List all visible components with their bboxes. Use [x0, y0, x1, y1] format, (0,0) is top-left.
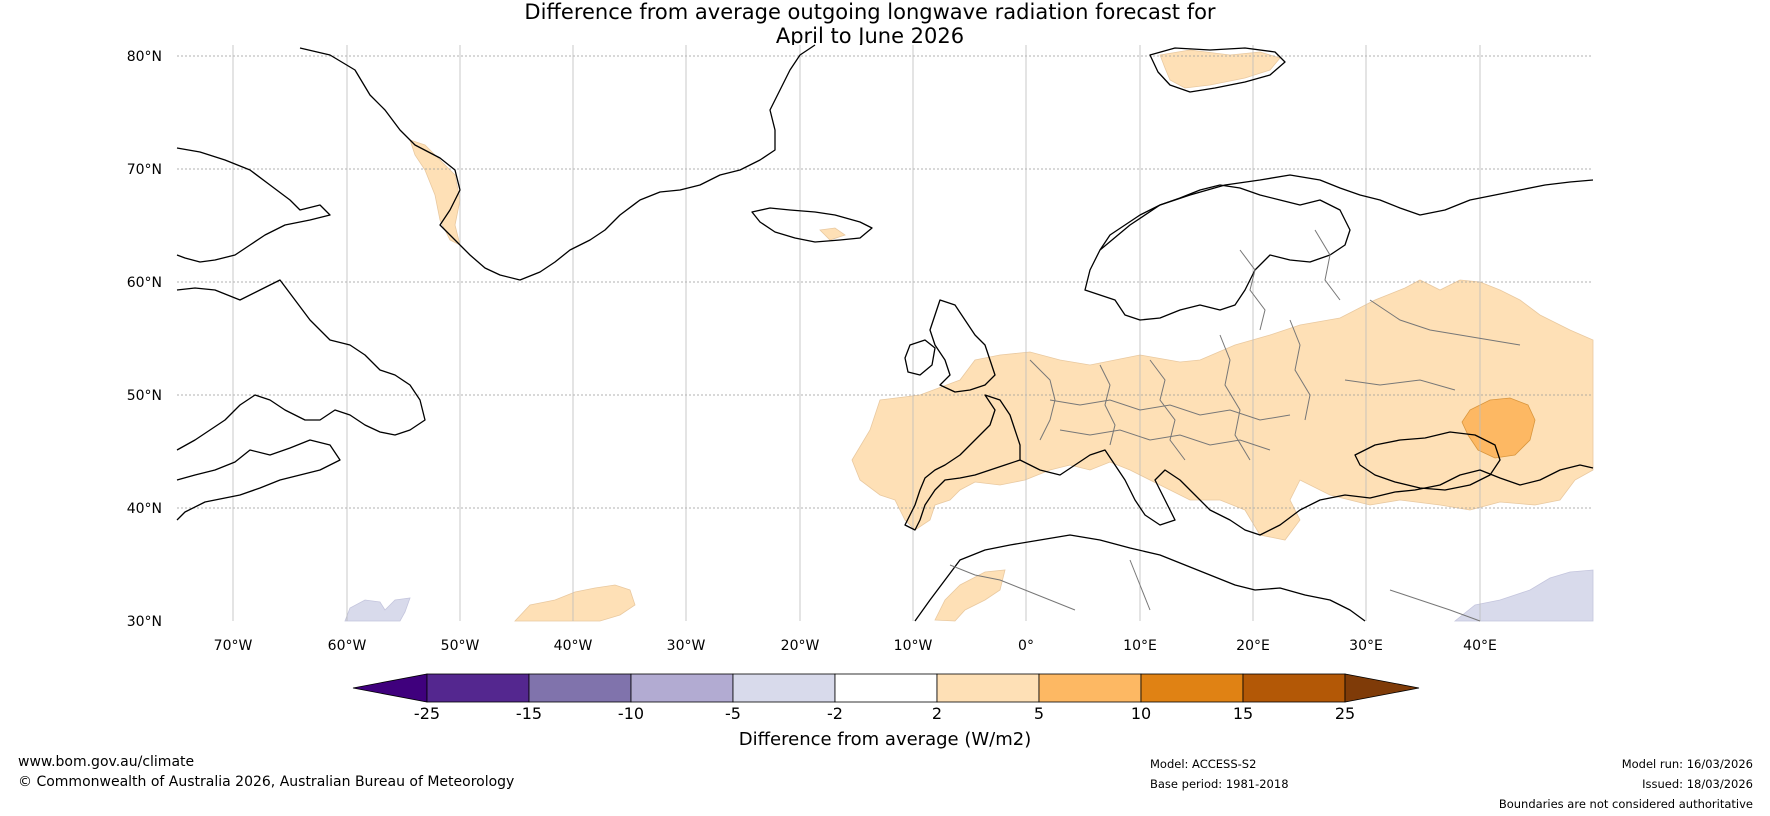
coastlines [176, 44, 1594, 622]
colorbar-ticks: -25 -15 -10 -5 -2 2 5 10 15 25 [414, 704, 1355, 723]
colorbar-tick-label: -25 [414, 704, 440, 723]
colorbar-segment [1038, 673, 1142, 703]
colorbar-tick-label: 10 [1131, 704, 1151, 723]
coast-britain [929, 299, 996, 393]
lon-label: 20°W [781, 638, 820, 654]
coast-canada-north [176, 147, 331, 263]
lat-label: 60°N [127, 275, 162, 291]
model-info: Model: ACCESS-S2 [1150, 757, 1257, 771]
lon-label: 30°W [667, 638, 706, 654]
lon-label: 10°E [1123, 638, 1157, 654]
colorbar-extend-high [1344, 673, 1420, 703]
coast-france-iberia [904, 394, 1021, 531]
colorbar-tick-label: 5 [1034, 704, 1044, 723]
coast-ireland [904, 339, 936, 376]
lon-label: 0° [1018, 638, 1034, 654]
latitude-labels: 80°N 70°N 60°N 50°N 40°N 30°N [127, 49, 162, 630]
lat-label: 30°N [127, 614, 162, 630]
lon-label: 50°W [441, 638, 480, 654]
colorbar-tick-label: 25 [1335, 704, 1355, 723]
colorbar-tick-label: -5 [725, 704, 741, 723]
gridlines [177, 45, 1593, 621]
website: www.bom.gov.au/climate [18, 754, 195, 770]
anomaly-cool-west-atlantic [344, 597, 411, 622]
colorbar-segment [528, 673, 632, 703]
anomaly-svalbard [1159, 49, 1281, 89]
lon-label: 30°E [1349, 638, 1383, 654]
colorbar [352, 673, 1420, 703]
coast-norway-north [1099, 174, 1594, 251]
coast-north-africa [914, 534, 1366, 622]
colorbar-segment [1242, 673, 1346, 703]
longitude-labels: 70°W 60°W 50°W 40°W 30°W 20°W 10°W 0° 10… [214, 638, 1497, 654]
lon-label: 40°W [554, 638, 593, 654]
title-line-2: April to June 2026 [775, 24, 965, 48]
lon-label: 10°W [894, 638, 933, 654]
colorbar-segment [936, 673, 1040, 703]
coast-svalbard [1149, 47, 1286, 93]
issued-date: Issued: 18/03/2026 [1642, 777, 1753, 791]
colorbar-label: Difference from average (W/m2) [739, 729, 1031, 750]
lon-label: 70°W [214, 638, 253, 654]
colorbar-tick-label: -2 [827, 704, 843, 723]
coast-labrador [176, 279, 426, 451]
colorbar-segment [834, 673, 938, 703]
model-run: Model run: 16/03/2026 [1621, 757, 1753, 771]
colorbar-tick-label: 2 [932, 704, 942, 723]
coast-black-sea [1354, 431, 1501, 491]
lon-label: 60°W [328, 638, 367, 654]
coast-nova-scotia [176, 439, 341, 521]
lon-label: 40°E [1463, 638, 1497, 654]
anomaly-europe-light [851, 279, 1594, 541]
title-line-1: Difference from average outgoing longwav… [524, 0, 1216, 24]
lat-label: 80°N [127, 49, 162, 65]
colorbar-segment [732, 673, 836, 703]
copyright: © Commonwealth of Australia 2026, Austra… [18, 774, 515, 790]
colorbar-tick-label: 15 [1233, 704, 1253, 723]
lat-label: 50°N [127, 388, 162, 404]
lat-label: 40°N [127, 501, 162, 517]
longitude-gridlines [232, 45, 1481, 621]
anomaly-cool [344, 569, 1594, 622]
colorbar-tick-label: -10 [618, 704, 644, 723]
anomaly-north-africa [934, 569, 1006, 622]
colorbar-segment [426, 673, 530, 703]
lat-label: 70°N [127, 162, 162, 178]
base-period: Base period: 1981-2018 [1150, 777, 1289, 791]
coast-mediterranean-north [1019, 449, 1594, 536]
anomaly-cool-middle-east [1453, 569, 1594, 622]
country-borders [949, 229, 1521, 622]
latitude-gridlines [177, 55, 1593, 509]
anomaly-iceland [819, 227, 846, 241]
coast-greenland [299, 44, 816, 281]
map-title: Difference from average outgoing longwav… [0, 0, 1770, 48]
colorbar-extend-low [352, 673, 428, 703]
coast-iceland [751, 207, 873, 243]
anomaly-atlantic-south [514, 584, 636, 622]
lon-label: 20°E [1236, 638, 1270, 654]
coast-scandinavia [1084, 184, 1351, 321]
disclaimer: Boundaries are not considered authoritat… [1498, 797, 1753, 811]
colorbar-tick-label: -15 [516, 704, 542, 723]
colorbar-segment [1140, 673, 1244, 703]
colorbar-segment [630, 673, 734, 703]
